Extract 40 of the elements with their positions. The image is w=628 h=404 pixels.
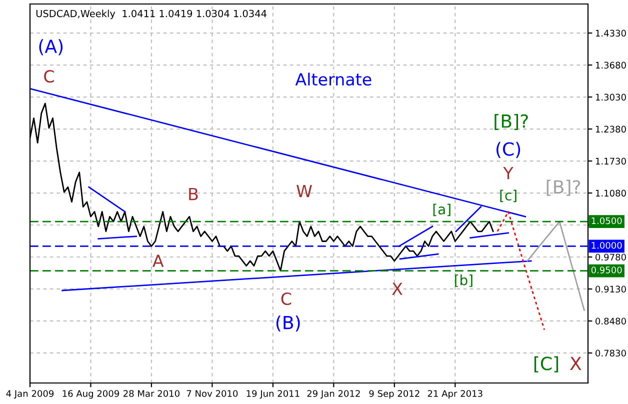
x-tick-label: 9 Sep 2012 [369, 390, 420, 399]
y-tick-label: 0.8480 [596, 318, 626, 325]
x-tick-label: 7 Nov 2010 [186, 390, 238, 397]
annotation: [B]? [546, 180, 580, 196]
x-tick-label: 29 Jan 2012 [307, 390, 360, 399]
annotation: (A) [39, 39, 63, 56]
annotation: B [189, 188, 198, 200]
annotation: [b] [455, 274, 472, 287]
annotation: [C] [534, 356, 558, 372]
annotation: Alternate [295, 72, 372, 86]
x-tick-label: 4 Jan 2009 [6, 390, 54, 399]
annotation: Y [503, 167, 514, 180]
y-tick-label: 0.9130 [596, 286, 626, 293]
ref-line-label: 1.0000 [592, 242, 622, 249]
annotation: A [152, 254, 164, 267]
annotation: X [392, 282, 402, 295]
annotation: C [44, 70, 54, 83]
text: USDCAD,Weekly 1.0411 1.0419 1.0304 1.0344 [36, 10, 266, 20]
y-tick-label: 1.1080 [596, 190, 626, 197]
annotation: W [296, 184, 312, 198]
annotation: (C) [496, 142, 520, 158]
x-tick-label: 16 Aug 2009 [62, 390, 120, 399]
y-tick-label: 1.4330 [596, 30, 626, 37]
ref-line-label: 1.0500 [592, 217, 622, 224]
annotation: [a] [433, 204, 450, 216]
annotation: (B) [276, 315, 300, 332]
y-tick-label: 1.2380 [596, 126, 626, 133]
x-tick-label: 21 Apr 2013 [428, 390, 482, 399]
ref-line-label: 0.9500 [591, 266, 622, 274]
y-tick-label: 1.1730 [596, 158, 626, 165]
y-tick-label: 1.3030 [596, 94, 626, 101]
y-tick-label: 0.9780 [596, 254, 626, 261]
annotation: X [570, 356, 582, 370]
x-tick-label: 28 Mar 2010 [124, 390, 180, 397]
annotation: [c] [500, 190, 516, 202]
y-tick-label: 1.3680 [596, 62, 626, 69]
y-tick-label: 0.7830 [596, 350, 626, 357]
x-tick-label: 19 Jun 2011 [246, 390, 300, 399]
annotation: C [281, 292, 292, 306]
annotation: [B]? [494, 114, 528, 130]
